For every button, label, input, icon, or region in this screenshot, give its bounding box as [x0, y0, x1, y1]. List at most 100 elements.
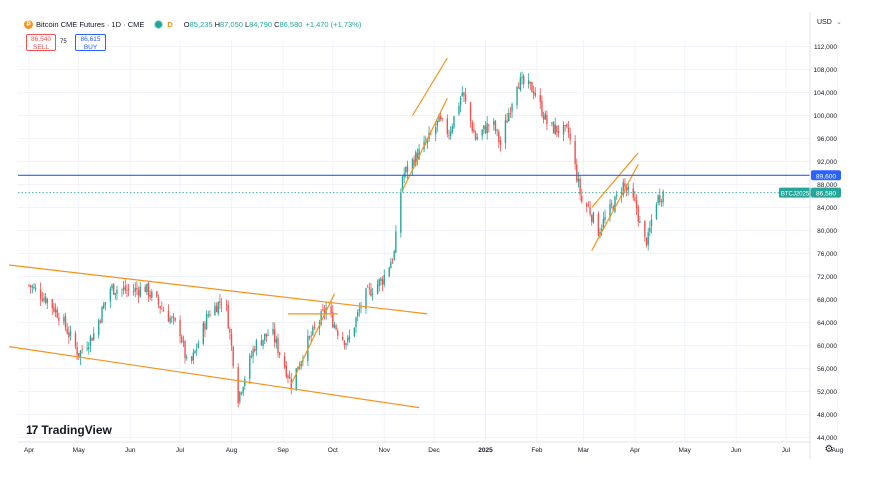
candle-body — [609, 204, 611, 218]
candle-body — [254, 349, 256, 351]
candle-body — [139, 286, 141, 297]
candle-body — [33, 286, 35, 288]
candle-body — [68, 332, 70, 337]
candle-body — [347, 337, 349, 342]
candle-body — [121, 289, 123, 291]
horizontal-line-price-tag — [811, 170, 841, 181]
candle-body — [368, 287, 370, 289]
candle-body — [436, 120, 439, 126]
candle-body — [406, 165, 409, 172]
candle-body — [310, 335, 312, 337]
candle-body — [521, 76, 523, 78]
candle-body — [101, 306, 103, 323]
trendline — [401, 97, 448, 191]
candle-body — [267, 334, 269, 336]
candle-body — [504, 120, 507, 144]
candle-body — [116, 289, 118, 294]
candle-body — [378, 279, 380, 286]
candle-body — [488, 124, 490, 126]
candle-body — [395, 231, 397, 253]
candle-body — [527, 80, 530, 85]
time-tick-label: Oct — [328, 447, 338, 454]
legend-header: ₿ Bitcoin CME Futures · 1D · CME D O 85,2… — [24, 17, 361, 31]
candle-body — [657, 195, 659, 204]
candle-body — [438, 114, 440, 123]
price-tick-label: 104,000 — [814, 90, 838, 97]
candle-body — [615, 194, 618, 196]
candle-body — [458, 105, 460, 115]
candle-body — [586, 203, 588, 207]
open-value: 85,235 — [189, 19, 213, 29]
candle-body — [576, 164, 578, 181]
candle-body — [239, 391, 241, 402]
candle-body — [356, 312, 359, 317]
last-price-tag — [811, 187, 841, 198]
candle-body — [439, 116, 442, 120]
sell-button[interactable]: 86,540 SELL — [26, 34, 56, 51]
time-tick-label: Apr — [24, 447, 35, 454]
high-label: H — [214, 19, 220, 29]
candle-body — [192, 352, 195, 361]
candle-body — [592, 212, 595, 223]
candle-body — [541, 101, 543, 117]
candle-body — [240, 392, 243, 394]
candle-body — [161, 308, 163, 310]
candle-body — [358, 309, 361, 312]
candle-body — [393, 251, 395, 260]
candle-body — [539, 95, 541, 102]
candle-body — [435, 127, 437, 135]
candle-body — [511, 104, 513, 112]
candle-body — [469, 102, 472, 121]
buy-button[interactable]: 86,615 BUY — [75, 34, 106, 51]
low-label: L — [244, 19, 250, 29]
candle-body — [411, 159, 414, 171]
candle-body — [473, 129, 475, 133]
currency-selector[interactable]: USD — [817, 19, 832, 26]
sell-label: SELL — [33, 43, 49, 51]
candle-body — [54, 308, 57, 313]
candle-body — [577, 178, 580, 182]
symbol-title[interactable]: Bitcoin CME Futures · 1D · CME — [36, 19, 145, 29]
buy-label: BUY — [83, 43, 98, 51]
candle-body — [659, 195, 661, 203]
price-tick-label: 44,000 — [817, 435, 837, 442]
delayed-data-badge[interactable]: D — [167, 19, 173, 29]
low-value: 84,790 — [249, 19, 273, 29]
trendline — [411, 57, 448, 116]
candle-body — [342, 336, 344, 340]
settings-icon[interactable]: ⚙ — [824, 444, 834, 455]
candle-body — [481, 129, 483, 136]
time-tick-label: Jun — [125, 447, 136, 454]
candle-body — [205, 314, 208, 330]
candle-body — [635, 200, 638, 209]
candle-body — [476, 137, 478, 140]
candle-body — [601, 228, 603, 231]
candle-body — [217, 301, 219, 314]
candle-body — [126, 290, 128, 291]
candle-body — [225, 303, 228, 305]
candle-body — [383, 274, 385, 285]
candle-body — [579, 178, 581, 195]
candle-body — [405, 166, 407, 173]
last-price-label: 86,580 — [816, 191, 836, 198]
candle-body — [498, 131, 500, 142]
candlestick-series — [28, 71, 664, 408]
candle-body — [627, 186, 629, 191]
chevron-down-icon[interactable]: ⌄ — [836, 19, 842, 26]
candle-body — [322, 309, 324, 311]
candle-body — [343, 340, 346, 346]
horizontal-line-price-label: 89,600 — [816, 173, 836, 180]
candle-body — [250, 356, 253, 358]
candle-body — [43, 298, 45, 301]
candle-body — [227, 305, 229, 329]
candle-body — [249, 355, 251, 379]
candle-body — [209, 314, 211, 316]
candle-body — [56, 309, 58, 318]
candle-body — [229, 328, 231, 333]
candle-body — [376, 284, 379, 294]
candle-body — [252, 349, 254, 357]
candle-body — [546, 115, 548, 124]
candle-body — [604, 216, 606, 220]
candle-body — [91, 337, 93, 341]
